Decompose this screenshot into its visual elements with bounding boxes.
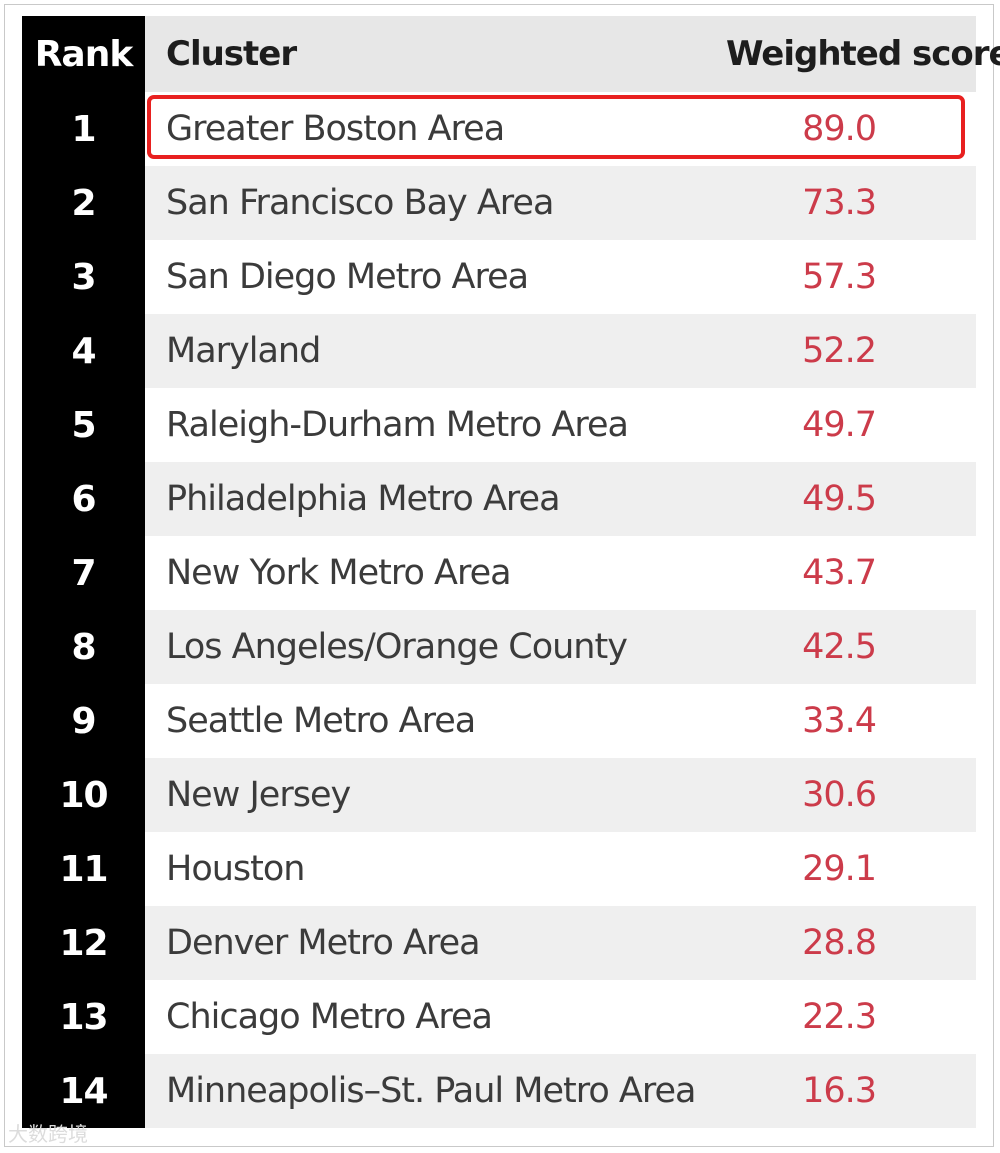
table-row: 13 Chicago Metro Area 22.3: [22, 980, 976, 1054]
table-row: 5 Raleigh-Durham Metro Area 49.7: [22, 388, 976, 462]
cluster-cell: Denver Metro Area: [166, 923, 481, 963]
score-cell: 30.6: [802, 775, 877, 815]
watermark-logo: 大数跨境: [8, 1122, 88, 1146]
table-header: Rank Cluster Weighted score: [22, 16, 1000, 92]
rank-cell: 5: [71, 404, 96, 446]
score-cell: 43.7: [802, 553, 877, 593]
table-row: 4 Maryland 52.2: [22, 314, 976, 388]
rank-cell: 13: [59, 996, 108, 1038]
rank-cell: 7: [71, 552, 96, 594]
table-row: 8 Los Angeles/Orange County 42.5: [22, 610, 976, 684]
cluster-cell: Maryland: [166, 331, 321, 371]
rank-cell: 6: [71, 478, 96, 520]
score-cell: 73.3: [802, 183, 877, 223]
score-cell: 52.2: [802, 331, 877, 371]
cluster-cell: Philadelphia Metro Area: [166, 479, 561, 519]
table-row: 2 San Francisco Bay Area 73.3: [22, 166, 976, 240]
highlight-box: [147, 95, 965, 159]
rank-cell: 11: [59, 848, 108, 890]
score-cell: 89.0: [802, 109, 877, 149]
header-background: [145, 16, 976, 92]
rank-cell: 4: [71, 330, 96, 372]
cluster-cell: Houston: [166, 849, 305, 889]
cluster-cell: New York Metro Area: [166, 553, 512, 593]
rank-cell: 3: [71, 256, 96, 298]
rank-cell: 1: [71, 108, 96, 150]
cluster-cell: Seattle Metro Area: [166, 701, 476, 741]
cluster-cell: Chicago Metro Area: [166, 997, 493, 1037]
ranking-table: Rank Cluster Weighted score 1 Greater Bo…: [22, 16, 1000, 1128]
score-header: Weighted score: [726, 34, 1000, 74]
cluster-cell: San Francisco Bay Area: [166, 183, 554, 223]
cluster-cell: Los Angeles/Orange County: [166, 627, 628, 667]
table-row: 1 Greater Boston Area 89.0: [22, 92, 976, 166]
score-cell: 16.3: [802, 1071, 877, 1111]
cluster-cell: Minneapolis–St. Paul Metro Area: [166, 1071, 696, 1111]
image-frame: [4, 4, 994, 1147]
score-cell: 29.1: [802, 849, 877, 889]
rank-cell: 10: [59, 774, 108, 816]
cluster-cell: San Diego Metro Area: [166, 257, 529, 297]
table-row: 10 New Jersey 30.6: [22, 758, 976, 832]
rank-cell: 12: [59, 922, 108, 964]
rank-header: Rank: [34, 33, 134, 75]
rank-cell: 2: [71, 182, 96, 224]
cluster-header: Cluster: [166, 34, 297, 74]
cluster-cell: New Jersey: [166, 775, 351, 815]
score-cell: 42.5: [802, 627, 877, 667]
rank-cell: 14: [59, 1070, 108, 1112]
table-row: 12 Denver Metro Area 28.8: [22, 906, 976, 980]
score-cell: 33.4: [802, 701, 877, 741]
rank-cell: 9: [71, 700, 96, 742]
rank-cell: 8: [71, 626, 96, 668]
cluster-cell: Raleigh-Durham Metro Area: [166, 405, 629, 445]
cluster-cell: Greater Boston Area: [166, 109, 505, 149]
table-row: 14 Minneapolis–St. Paul Metro Area 16.3: [22, 1054, 976, 1128]
rank-column-background: [22, 16, 145, 1128]
table-row: 6 Philadelphia Metro Area 49.5: [22, 462, 976, 536]
score-cell: 28.8: [802, 923, 877, 963]
table-row: 9 Seattle Metro Area 33.4: [22, 684, 976, 758]
table-row: 3 San Diego Metro Area 57.3: [22, 240, 976, 314]
score-cell: 22.3: [802, 997, 877, 1037]
score-cell: 49.5: [802, 479, 877, 519]
table-row: 11 Houston 29.1: [22, 832, 976, 906]
score-cell: 49.7: [802, 405, 877, 445]
table-row: 7 New York Metro Area 43.7: [22, 536, 976, 610]
score-cell: 57.3: [802, 257, 877, 297]
